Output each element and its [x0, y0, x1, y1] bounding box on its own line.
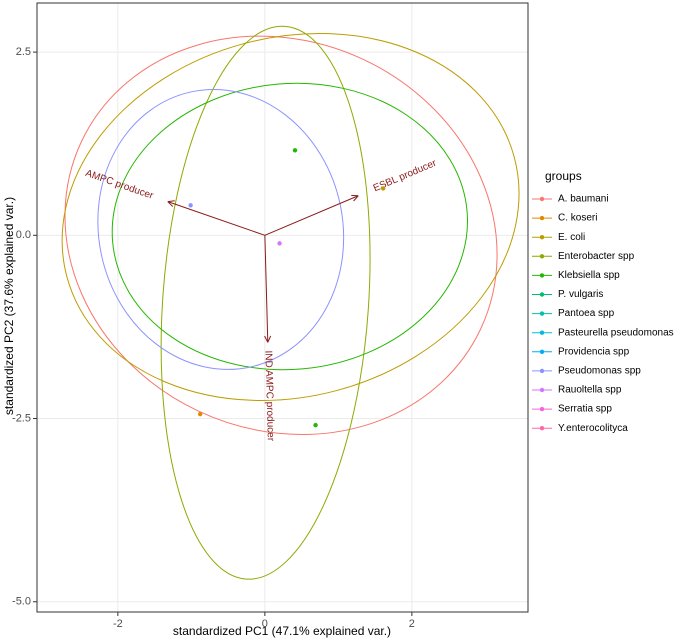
legend-title: groups — [545, 169, 582, 183]
legend-key-point — [540, 388, 544, 392]
point — [277, 241, 281, 245]
x-tick-label: 0 — [262, 618, 268, 630]
y-tick-label: -5.0 — [12, 596, 31, 608]
point — [381, 186, 385, 190]
x-tick-label: 2 — [409, 618, 415, 630]
y-tick-label: 2.5 — [16, 46, 31, 58]
legend-label: Pseudomonas spp — [558, 366, 641, 377]
legend-label: Pantoea spp — [558, 308, 615, 319]
y-tick-label: 0.0 — [16, 229, 31, 241]
legend-key-point — [540, 273, 544, 277]
legend-key-point — [540, 311, 544, 315]
legend-label: Serratia spp — [558, 404, 612, 415]
point — [293, 148, 297, 152]
legend-label: Y.enterocolityca — [558, 423, 628, 434]
legend-key-point — [540, 197, 544, 201]
x-tick-label: -2 — [113, 618, 123, 630]
plot-background — [37, 3, 528, 612]
legend-label: Rauoltella spp — [558, 385, 622, 396]
legend-label: E. coli — [558, 232, 585, 243]
legend-key-point — [540, 254, 544, 258]
y-tick-label: -2.5 — [12, 412, 31, 424]
legend-key-point — [540, 216, 544, 220]
point — [188, 203, 192, 207]
legend-key-point — [540, 331, 544, 335]
legend-key-point — [540, 407, 544, 411]
point — [198, 412, 202, 416]
y-axis-label: standardized PC2 (37.6% explained var.) — [2, 197, 16, 415]
legend-key-point — [540, 235, 544, 239]
legend-key-point — [540, 292, 544, 296]
point — [313, 423, 317, 427]
x-axis-label: standardized PC1 (47.1% explained var.) — [173, 624, 391, 638]
legend-label: Enterobacter spp — [558, 251, 635, 262]
legend-key-point — [540, 369, 544, 373]
legend-label: C. koseri — [558, 213, 597, 224]
legend-label: Pasteurella pseudomonas — [558, 327, 674, 338]
legend-key-point — [540, 350, 544, 354]
legend-label: Klebsiella spp — [558, 270, 620, 281]
legend-label: A. baumani — [558, 194, 609, 205]
legend-key-point — [540, 426, 544, 430]
legend-label: Providencia spp — [558, 346, 630, 357]
legend-label: P. vulgaris — [558, 289, 603, 300]
